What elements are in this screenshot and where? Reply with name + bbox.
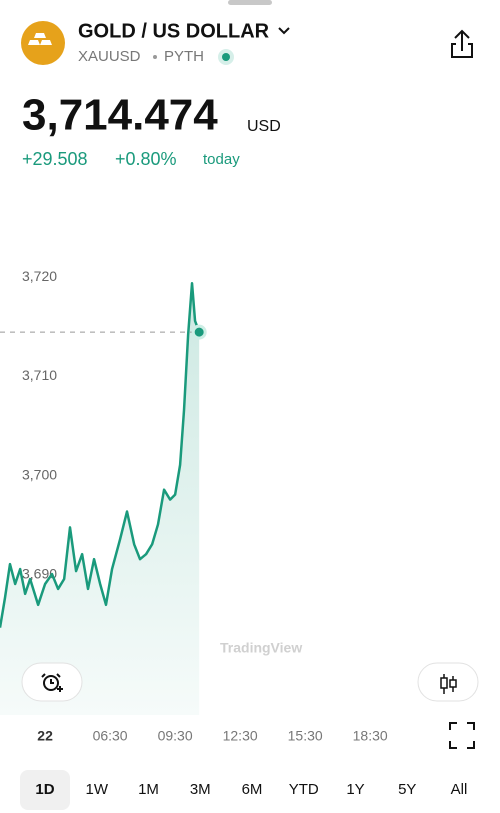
x-axis: 22 06:30 09:30 12:30 15:30 18:30 — [37, 728, 388, 744]
watermark: TradingView — [220, 640, 302, 656]
range-tab[interactable]: 5Y — [398, 781, 416, 798]
x-tick-label: 06:30 — [93, 728, 128, 744]
price: 3,714.474 — [22, 91, 218, 140]
x-tick-label: 09:30 — [158, 728, 193, 744]
range-tab[interactable]: 1D — [35, 781, 54, 798]
x-tick-label: 18:30 — [353, 728, 388, 744]
range-tab[interactable]: 1Y — [346, 781, 364, 798]
drag-handle — [228, 0, 272, 5]
alert-button[interactable] — [21, 662, 83, 702]
live-dot — [222, 53, 230, 61]
y-tick-label: 3,710 — [22, 367, 57, 383]
currency: USD — [247, 118, 281, 135]
separator — [153, 55, 157, 59]
change: +29.508 — [22, 149, 88, 169]
range-tab[interactable]: 3M — [190, 781, 211, 798]
area — [0, 283, 200, 715]
y-tick-label: 3,700 — [22, 466, 57, 482]
symbol: XAUUSD — [78, 48, 141, 65]
x-tick-label: 15:30 — [288, 728, 323, 744]
fullscreen-button[interactable] — [449, 722, 475, 749]
share-button[interactable] — [451, 29, 473, 58]
range-tab[interactable]: 1M — [138, 781, 159, 798]
range-tab[interactable]: 6M — [242, 781, 263, 798]
period: today — [203, 151, 240, 168]
last-price-dot — [191, 324, 207, 340]
chevron[interactable] — [278, 27, 290, 35]
x-tick-label: 12:30 — [223, 728, 258, 744]
logo — [21, 21, 65, 65]
range-tab[interactable]: YTD — [289, 781, 319, 798]
range-tabs: 1D 1W 1M 3M 6M YTD 1Y 5Y All — [20, 770, 467, 810]
y-tick-label: 3,720 — [22, 268, 57, 284]
active-tab-bg — [20, 770, 70, 810]
chart-style-button[interactable] — [417, 662, 479, 702]
range-tab[interactable]: 1W — [86, 781, 109, 798]
asset-title[interactable]: GOLD / US DOLLAR — [78, 20, 270, 42]
price-line — [0, 281, 201, 628]
source: PYTH — [164, 48, 204, 65]
range-tab[interactable]: All — [451, 781, 468, 798]
x-tick-label: 22 — [37, 728, 53, 744]
change-percent: +0.80% — [115, 149, 177, 169]
